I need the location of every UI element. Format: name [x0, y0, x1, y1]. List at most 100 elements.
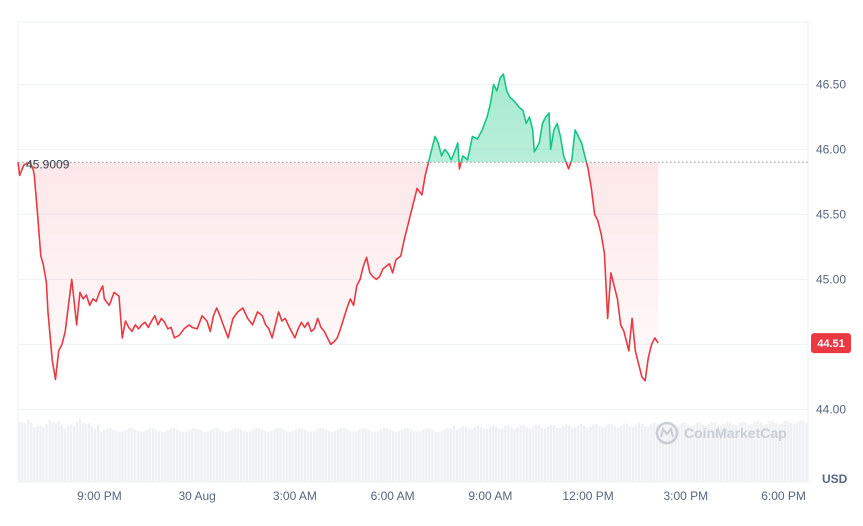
volume-bar — [516, 427, 519, 482]
volume-bar — [63, 428, 67, 482]
volume-bar — [297, 428, 300, 482]
volume-bar — [750, 424, 753, 482]
volume-bar — [151, 428, 155, 482]
volume-bar — [349, 431, 352, 482]
volume-bar — [106, 428, 109, 482]
volume-bar — [81, 422, 85, 482]
volume-bar — [45, 424, 48, 482]
volume-bar — [574, 427, 577, 482]
volume-bar — [650, 424, 653, 482]
volume-bar — [741, 421, 744, 482]
volume-bar — [303, 429, 307, 482]
volume-bar — [422, 429, 425, 482]
volume-bar — [176, 429, 179, 482]
volume-bar — [327, 431, 331, 482]
volume-bar — [689, 425, 692, 482]
volume-bar — [458, 427, 462, 482]
volume-bar — [236, 428, 240, 482]
volume-bar — [774, 422, 778, 482]
price-line-down[interactable] — [17, 74, 659, 382]
y-tick-label: 45.50 — [816, 207, 846, 221]
volume-bar — [543, 428, 547, 482]
volume-bar — [659, 426, 662, 482]
volume-bar — [765, 423, 768, 482]
volume-bar — [337, 429, 340, 482]
volume-bar — [72, 425, 76, 482]
volume-bar — [665, 423, 668, 482]
volume-bar — [224, 431, 228, 482]
volume-bar — [577, 425, 580, 482]
volume-bar — [78, 419, 82, 482]
volume-bar — [707, 424, 711, 482]
volume-bar — [206, 431, 209, 482]
volume-bar — [759, 422, 762, 482]
volume-bar — [179, 431, 182, 482]
volume-bar — [455, 429, 458, 482]
volume-bar — [710, 421, 714, 482]
volume-bar — [406, 428, 410, 482]
volume-bar — [525, 427, 528, 482]
volume-bar — [109, 428, 112, 482]
volume-bar — [157, 431, 161, 482]
volume-bar — [482, 429, 486, 482]
volume-bar — [747, 424, 750, 482]
volume-bar — [428, 428, 431, 482]
volume-bar — [695, 422, 699, 482]
volume-bar — [312, 431, 316, 482]
volume-bar — [376, 431, 379, 482]
volume-bar — [242, 431, 246, 482]
volume-bar — [133, 429, 136, 482]
volume-bar — [230, 429, 234, 482]
volume-bar — [607, 423, 610, 482]
volume-bar — [169, 428, 173, 482]
volume-bar — [416, 431, 419, 482]
volume-bar — [464, 426, 468, 482]
volume-bar — [273, 429, 276, 482]
volume-bar — [288, 431, 291, 482]
volume-bar — [324, 429, 328, 482]
volume-bar — [738, 422, 741, 482]
volume-bar — [251, 429, 255, 482]
volume-bar — [163, 431, 167, 482]
volume-bar — [534, 424, 537, 482]
volume-bar — [100, 431, 103, 482]
volume-bar — [461, 425, 465, 482]
volume-bar — [467, 429, 471, 482]
volume-bar — [549, 424, 553, 482]
volume-bar — [686, 424, 689, 482]
volume-bar — [194, 428, 197, 482]
volume-bar — [30, 422, 33, 482]
volume-bar — [264, 431, 267, 482]
volume-bar — [479, 426, 483, 482]
volume-bar — [604, 426, 607, 482]
x-tick-label: 30 Aug — [178, 489, 215, 503]
volume-bar — [674, 426, 677, 482]
volume-bar — [400, 429, 404, 482]
volume-bar — [160, 431, 164, 482]
volume-bar — [546, 426, 550, 482]
currency-label: USD — [822, 472, 848, 486]
volume-bar — [294, 429, 297, 482]
volume-bar — [713, 422, 717, 482]
volume-bar — [115, 431, 118, 482]
volume-bar — [646, 426, 650, 482]
volume-bar — [145, 429, 149, 482]
volume-bar — [683, 422, 686, 482]
price-line-up[interactable] — [18, 73, 658, 381]
volume-bar — [431, 429, 434, 482]
volume-bar — [789, 422, 793, 482]
volume-bar — [394, 431, 398, 482]
last-price-label: 44.51 — [817, 338, 845, 350]
volume-bar — [637, 422, 641, 482]
volume-bar — [166, 429, 170, 482]
volume-bar — [698, 422, 702, 482]
volume-bar — [473, 427, 477, 482]
volume-bar — [69, 424, 73, 482]
volume-bar — [258, 428, 261, 482]
volume-bar — [103, 429, 106, 482]
volume-bar — [218, 429, 221, 482]
volume-bar — [613, 425, 616, 482]
volume-bar — [625, 423, 629, 482]
